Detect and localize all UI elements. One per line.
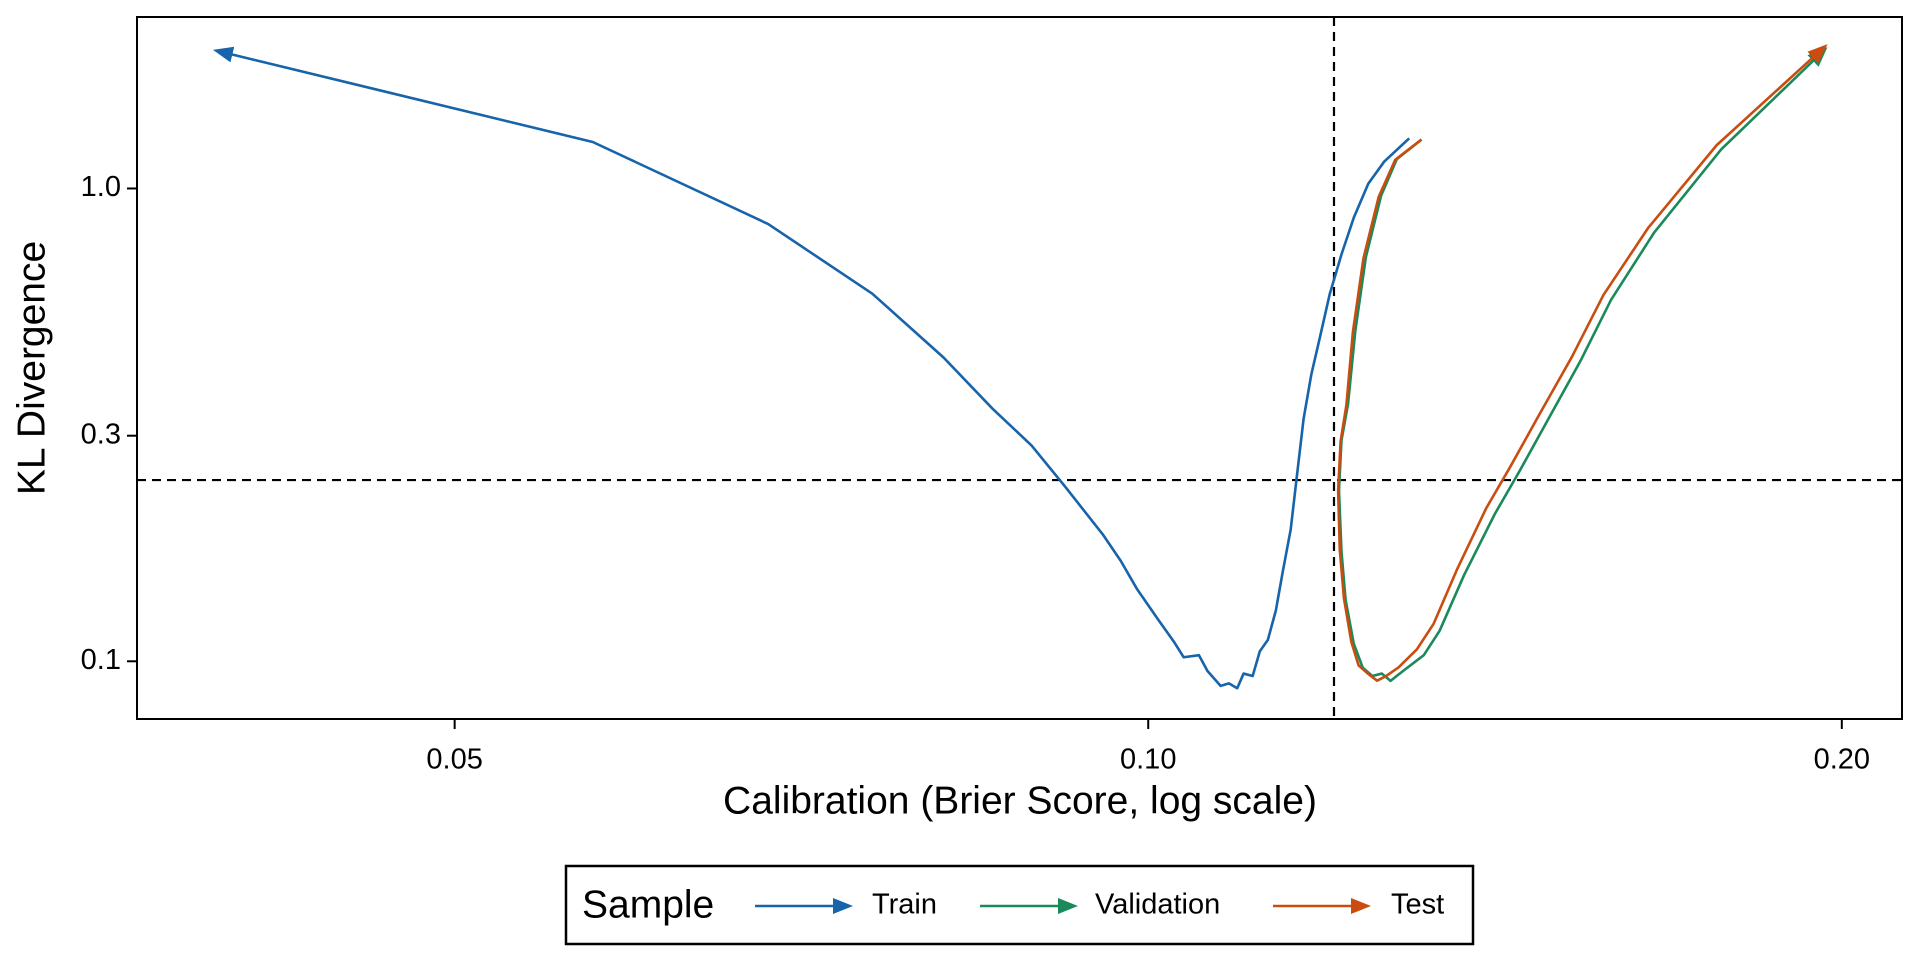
x-tick-label: 0.20 — [1814, 744, 1870, 776]
y-tick-label: 0.1 — [81, 644, 121, 676]
x-tick-label: 0.05 — [426, 744, 482, 776]
legend-label: Validation — [1095, 889, 1220, 921]
series-line — [212, 46, 1411, 690]
series-line — [1336, 44, 1828, 682]
legend-label: Train — [872, 889, 937, 921]
legend-title: Sample — [582, 883, 714, 926]
x-axis-title: Calibration (Brier Score, log scale) — [723, 779, 1317, 822]
x-tick-label: 0.10 — [1120, 744, 1176, 776]
legend-label: Test — [1391, 889, 1444, 921]
plot-frame — [136, 16, 1903, 720]
series-line — [1337, 47, 1828, 683]
y-tick-label: 0.3 — [81, 418, 121, 450]
y-axis-title: KL Divergence — [10, 241, 53, 495]
y-tick-label: 1.0 — [81, 171, 121, 203]
